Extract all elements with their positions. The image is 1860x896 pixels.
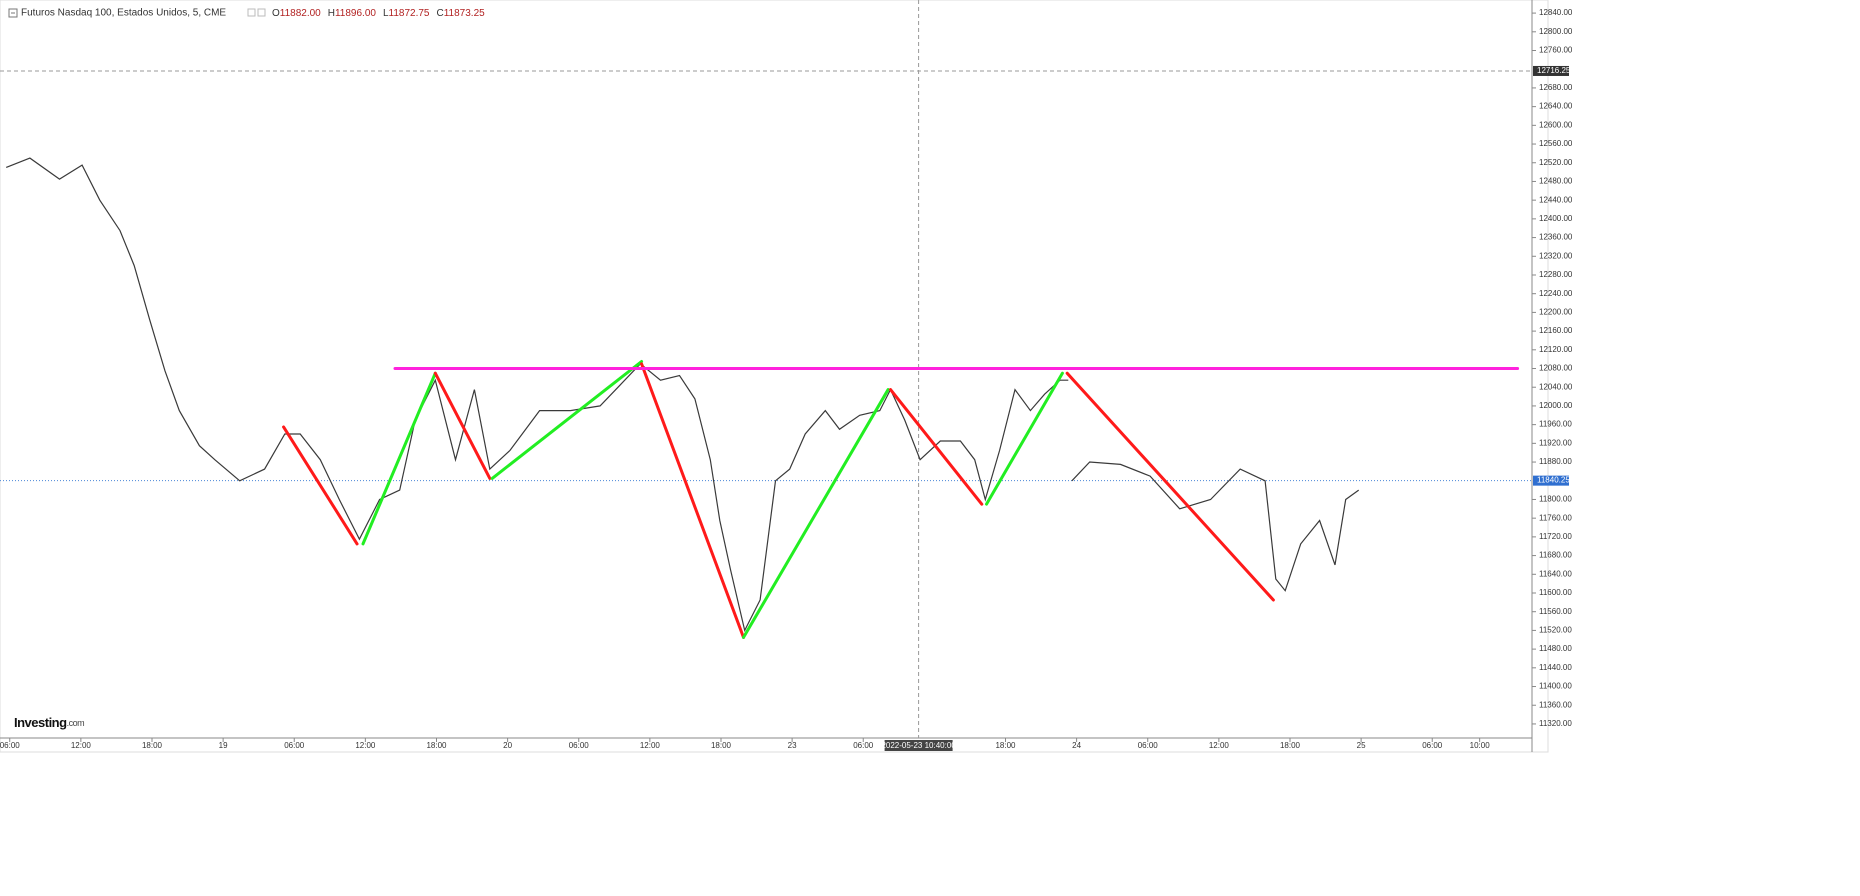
- y-tick-label: 12160.00: [1539, 326, 1573, 335]
- trend-line: [889, 388, 984, 506]
- y-tick-label: 12000.00: [1539, 401, 1573, 410]
- logo-name: Investing: [14, 715, 67, 730]
- y-tick-label: 11640.00: [1539, 569, 1572, 578]
- y-tick-label: 12280.00: [1539, 270, 1573, 279]
- trend-line: [490, 360, 644, 480]
- ohlc-value: 11873.25: [444, 8, 485, 19]
- y-tick-label: 12440.00: [1539, 195, 1573, 204]
- logo-suffix: .com: [67, 718, 85, 728]
- y-tick-label: 12520.00: [1539, 158, 1573, 167]
- x-tick-label: 10:00: [1470, 741, 1491, 750]
- x-tick-label: 12:00: [355, 741, 376, 750]
- y-tick-label: 12680.00: [1539, 83, 1573, 92]
- x-tick-label: 24: [1072, 741, 1081, 750]
- ohlc-key: L: [383, 8, 389, 19]
- x-tick-label: 06:00: [1422, 741, 1443, 750]
- settings-icon[interactable]: [257, 8, 266, 17]
- y-tick-label: 11720.00: [1539, 532, 1572, 541]
- y-tick-label: 12040.00: [1539, 382, 1573, 391]
- trend-line: [282, 425, 359, 546]
- trend-line: [433, 371, 492, 480]
- y-tick-label: 12360.00: [1539, 233, 1573, 242]
- x-tick-label: 25: [1357, 741, 1366, 750]
- x-tick-label: 06:00: [0, 741, 20, 750]
- y-tick-label: 11880.00: [1539, 457, 1572, 466]
- x-tick-label: 12:00: [640, 741, 661, 750]
- y-tick-label: 11360.00: [1539, 700, 1572, 709]
- y-tick-label: 12760.00: [1539, 46, 1573, 55]
- y-tick-label: 11680.00: [1539, 551, 1572, 560]
- y-tick-label: 11560.00: [1539, 607, 1572, 616]
- collapse-icon[interactable]: [8, 8, 18, 18]
- price-line-series: [5, 157, 1069, 633]
- x-tick-label: 18:00: [426, 741, 447, 750]
- y-tick-label: 12640.00: [1539, 102, 1573, 111]
- ohlc-value: 11872.75: [389, 8, 430, 19]
- y-tick-label: 11320.00: [1539, 719, 1572, 728]
- ohlc-readout: O11882.00 H11896.00 L11872.75 C11873.25: [272, 8, 485, 19]
- x-tick-label: 18:00: [1280, 741, 1301, 750]
- chart-title: Futuros Nasdaq 100, Estados Unidos, 5, C…: [21, 8, 226, 19]
- x-tick-label: 23: [788, 741, 797, 750]
- x-tick-label: 20: [503, 741, 512, 750]
- y-tick-label: 12240.00: [1539, 289, 1573, 298]
- x-tick-label: 19: [219, 741, 228, 750]
- y-tick-label: 11480.00: [1539, 644, 1572, 653]
- trend-line: [742, 388, 890, 639]
- ohlc-item: O11882.00: [272, 8, 321, 19]
- y-tick-label: 11760.00: [1539, 513, 1572, 522]
- y-tick-label: 11400.00: [1539, 682, 1572, 691]
- logo: Investing.com: [14, 715, 84, 730]
- y-tick-label: 12200.00: [1539, 308, 1573, 317]
- ohlc-key: H: [328, 8, 335, 19]
- y-tick-label: 12560.00: [1539, 139, 1573, 148]
- x-tick-label: 18:00: [711, 741, 732, 750]
- y-tick-label: 12840.00: [1539, 8, 1573, 17]
- x-tick-label: 06:00: [853, 741, 874, 750]
- x-tick-label: 18:00: [142, 741, 163, 750]
- crosshair-label-box: [884, 740, 953, 751]
- x-tick-label: 06:00: [284, 741, 305, 750]
- y-tick-label: 12480.00: [1539, 177, 1573, 186]
- ohlc-value: 11896.00: [335, 8, 376, 19]
- y-tick-label: 12600.00: [1539, 120, 1573, 129]
- x-tick-label: 06:00: [1138, 741, 1159, 750]
- trend-line: [640, 362, 746, 639]
- ohlc-item: H11896.00: [328, 8, 377, 19]
- y-tick-label: 12800.00: [1539, 27, 1573, 36]
- x-tick-label: 18:00: [995, 741, 1016, 750]
- ohlc-item: L11872.75: [383, 8, 430, 19]
- y-tick-label: 11440.00: [1539, 663, 1572, 672]
- y-tick-label: 12320.00: [1539, 251, 1573, 260]
- ohlc-key: C: [436, 8, 443, 19]
- y-tick-label: 11920.00: [1539, 438, 1572, 447]
- y-tick-label: 11520.00: [1539, 626, 1572, 635]
- ohlc-item: C11873.25: [436, 8, 485, 19]
- chart-frame: [0, 0, 1549, 753]
- trend-line: [1065, 371, 1275, 602]
- x-tick-label: 06:00: [569, 741, 590, 750]
- settings-icon[interactable]: [247, 8, 256, 17]
- y-tick-label: 11800.00: [1539, 495, 1572, 504]
- crosshair-label: 2022-05-23 10:40:00: [881, 741, 956, 750]
- trend-line: [985, 371, 1064, 506]
- y-tick-label: 12120.00: [1539, 345, 1573, 354]
- price-label-box: [1533, 475, 1569, 486]
- price-lines: 12716.25 11840.25: [0, 65, 1571, 486]
- x-tick-label: 12:00: [1209, 741, 1230, 750]
- price-label: 12716.25: [1537, 66, 1571, 75]
- price-label: 11840.25: [1537, 476, 1570, 485]
- y-tick-label: 11600.00: [1539, 588, 1572, 597]
- trend-line: [361, 371, 437, 546]
- price-label-box: [1533, 65, 1569, 76]
- x-tick-label: 12:00: [71, 741, 92, 750]
- price-line-series: [1071, 461, 1360, 592]
- y-tick-label: 12400.00: [1539, 214, 1573, 223]
- y-tick-label: 11960.00: [1539, 420, 1572, 429]
- ohlc-key: O: [272, 8, 280, 19]
- y-tick-label: 12080.00: [1539, 364, 1573, 373]
- ohlc-value: 11882.00: [280, 8, 321, 19]
